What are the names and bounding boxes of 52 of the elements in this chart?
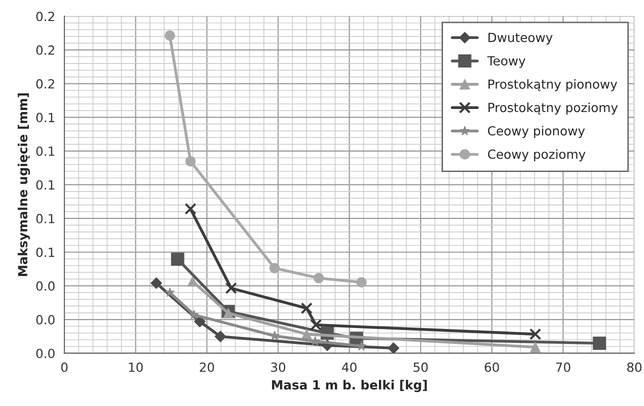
point — [269, 262, 280, 274]
point — [184, 202, 196, 215]
x-tick-label: 60 — [484, 362, 499, 372]
point — [225, 282, 238, 294]
point — [592, 336, 606, 350]
y-tick-label: 0.2 — [36, 79, 54, 89]
y-tick-label: 0.2 — [36, 45, 54, 55]
legend-label: Prostokątny poziomy — [488, 102, 618, 115]
y-tick-label: 0.1 — [36, 112, 54, 122]
y-tick-label: 0.0 — [36, 348, 55, 358]
y-tick-label: 0.0 — [36, 281, 55, 291]
point — [171, 252, 184, 266]
x-tick-label: 30 — [271, 362, 286, 372]
point — [310, 319, 322, 331]
y-tick-label: 0.1 — [36, 180, 54, 190]
point — [194, 316, 206, 328]
point — [164, 30, 176, 41]
point — [189, 310, 200, 320]
point — [185, 156, 196, 167]
x-tick-label: 50 — [414, 362, 428, 372]
x-tick-label: 80 — [627, 362, 642, 372]
x-tick-label: 40 — [342, 362, 356, 372]
x-tick-label: 10 — [129, 362, 143, 372]
y-tick-label: 0.0 — [36, 314, 55, 324]
point — [150, 277, 162, 289]
point — [214, 330, 226, 342]
y-tick-label: 0.1 — [36, 248, 54, 258]
y-tick-label: 0.1 — [36, 146, 54, 156]
point — [356, 340, 366, 350]
x-tick-label: 0 — [61, 362, 68, 372]
x-axis-title: Masa 1 m b. belki [kg] — [272, 380, 427, 392]
point — [356, 277, 367, 288]
point — [388, 342, 400, 354]
legend-label: Prostokątny pionowy — [488, 79, 618, 92]
point — [187, 276, 198, 287]
legend-label: Teowy — [487, 56, 526, 68]
x-tick-label: 70 — [556, 362, 570, 372]
point — [529, 328, 542, 340]
y-tick-label: 0.1 — [36, 214, 54, 224]
point — [164, 287, 175, 297]
point — [530, 342, 541, 352]
legend-label: Ceowy poziomy — [488, 149, 586, 162]
y-axis-title: Maksymalne ugięcie [mm] — [18, 93, 30, 276]
legend-label: Ceowy pionowy — [488, 126, 585, 138]
y-tick-label: 0.2 — [36, 12, 54, 22]
point — [314, 272, 324, 284]
point — [270, 330, 280, 340]
point — [300, 302, 313, 314]
x-tick-label: 20 — [200, 362, 214, 372]
point — [223, 308, 234, 318]
legend-label: Dwuteowy — [488, 32, 553, 45]
point — [310, 336, 320, 346]
